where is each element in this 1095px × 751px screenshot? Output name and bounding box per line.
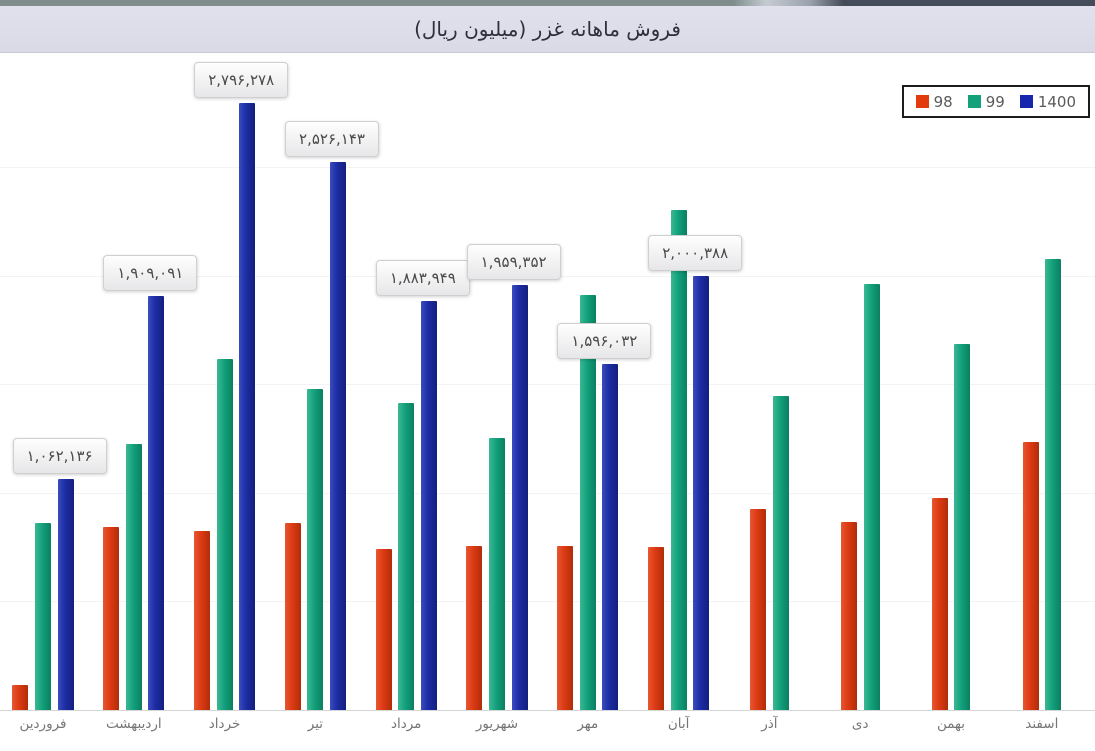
- bar-98-dey[interactable]: [840, 522, 857, 710]
- gridline: [0, 601, 1095, 603]
- axis-label-khordad: خرداد: [208, 716, 241, 732]
- value-label-1400-tir: ۲,۵۲۶,۱۴۳: [285, 120, 379, 157]
- axis-label-azar: آذر: [761, 716, 778, 732]
- legend-swatch-98-icon: [915, 95, 929, 108]
- bar-99-shahrivar[interactable]: [489, 438, 505, 710]
- bar-98-azar[interactable]: [750, 508, 767, 710]
- bar-98-shahrivar[interactable]: [466, 546, 483, 710]
- bar-98-bahman[interactable]: [931, 497, 948, 710]
- axis-label-ordibehesht: اردیبهشت: [105, 716, 162, 732]
- chart-title-bar: فروش ماهانه غزر (میلیون ریال): [0, 6, 1095, 53]
- bar-1400-aban[interactable]: [693, 275, 710, 710]
- axis-label-esfand: اسفند: [1025, 716, 1059, 732]
- bar-99-esfand[interactable]: [1045, 258, 1062, 710]
- legend-item-98[interactable]: 98: [915, 92, 953, 111]
- bar-98-ordibehesht[interactable]: [103, 527, 120, 710]
- bar-99-azar[interactable]: [772, 395, 789, 710]
- axis-label-mordad: مرداد: [390, 716, 422, 732]
- legend-label-99: 99: [985, 92, 1005, 111]
- legend-item-1400[interactable]: 1400: [1019, 92, 1076, 111]
- legend-swatch-99-icon: [967, 95, 981, 108]
- chart-title: فروش ماهانه غزر (میلیون ریال): [414, 17, 681, 41]
- bar-98-mehr[interactable]: [557, 546, 574, 710]
- bar-99-ordibehesht[interactable]: [125, 444, 142, 710]
- bar-99-aban[interactable]: [670, 210, 687, 710]
- gridline: [0, 384, 1095, 386]
- axis-label-aban: آبان: [667, 716, 690, 732]
- bar-1400-ordibehesht[interactable]: [148, 295, 165, 710]
- value-label-1400-aban: ۲,۰۰۰,۳۸۸: [648, 234, 743, 271]
- bar-99-farvardin[interactable]: [35, 523, 51, 710]
- bar-1400-mordad[interactable]: [420, 301, 437, 710]
- axis-label-dey: دی: [851, 716, 869, 732]
- bar-1400-farvardin[interactable]: [57, 479, 74, 710]
- axis-label-bahman: بهمن: [936, 716, 966, 732]
- bar-98-aban[interactable]: [648, 546, 664, 710]
- bar-99-tir[interactable]: [307, 388, 324, 710]
- axis-label-farvardin: فروردین: [19, 716, 67, 732]
- legend: 98 99 1400: [901, 85, 1090, 118]
- bar-99-bahman[interactable]: [954, 344, 971, 710]
- bar-98-esfand[interactable]: [1022, 441, 1039, 710]
- bar-98-tir[interactable]: [284, 523, 301, 710]
- legend-label-1400: 1400: [1037, 92, 1076, 111]
- gridline: [0, 167, 1095, 169]
- value-label-1400-ordibehesht: ۱,۹۰۹,۰۹۱: [103, 254, 198, 291]
- x-axis-line: [0, 710, 1095, 711]
- bar-98-farvardin[interactable]: [12, 685, 29, 710]
- axis-label-mehr: مهر: [577, 716, 599, 732]
- bar-98-mordad[interactable]: [375, 548, 392, 710]
- value-label-1400-shahrivar: ۱,۹۵۹,۳۵۲: [466, 243, 561, 280]
- bar-98-khordad[interactable]: [194, 530, 210, 710]
- bar-1400-khordad[interactable]: [239, 103, 256, 710]
- value-label-1400-farvardin: ۱,۰۶۲,۱۳۶: [12, 438, 107, 475]
- legend-item-99[interactable]: 99: [967, 92, 1005, 111]
- value-label-1400-mehr: ۱,۵۹۶,۰۳۲: [557, 322, 652, 359]
- axis-label-tir: تیر: [307, 716, 324, 732]
- bar-99-mordad[interactable]: [398, 403, 415, 710]
- bar-1400-shahrivar[interactable]: [511, 284, 528, 710]
- value-label-1400-khordad: ۲,۷۹۶,۲۷۸: [194, 62, 289, 98]
- legend-label-98: 98: [933, 92, 953, 111]
- value-label-1400-mordad: ۱,۸۸۳,۹۴۹: [375, 260, 470, 297]
- bar-99-mehr[interactable]: [579, 294, 596, 710]
- axis-label-shahrivar: شهریور: [475, 716, 519, 732]
- gridline: [0, 492, 1095, 494]
- bar-99-dey[interactable]: [863, 283, 880, 710]
- legend-swatch-1400-icon: [1019, 95, 1033, 108]
- bar-99-khordad[interactable]: [216, 358, 233, 710]
- window-top-strip: [0, 0, 1095, 6]
- bar-1400-mehr[interactable]: [602, 363, 619, 710]
- bar-1400-tir[interactable]: [330, 161, 346, 710]
